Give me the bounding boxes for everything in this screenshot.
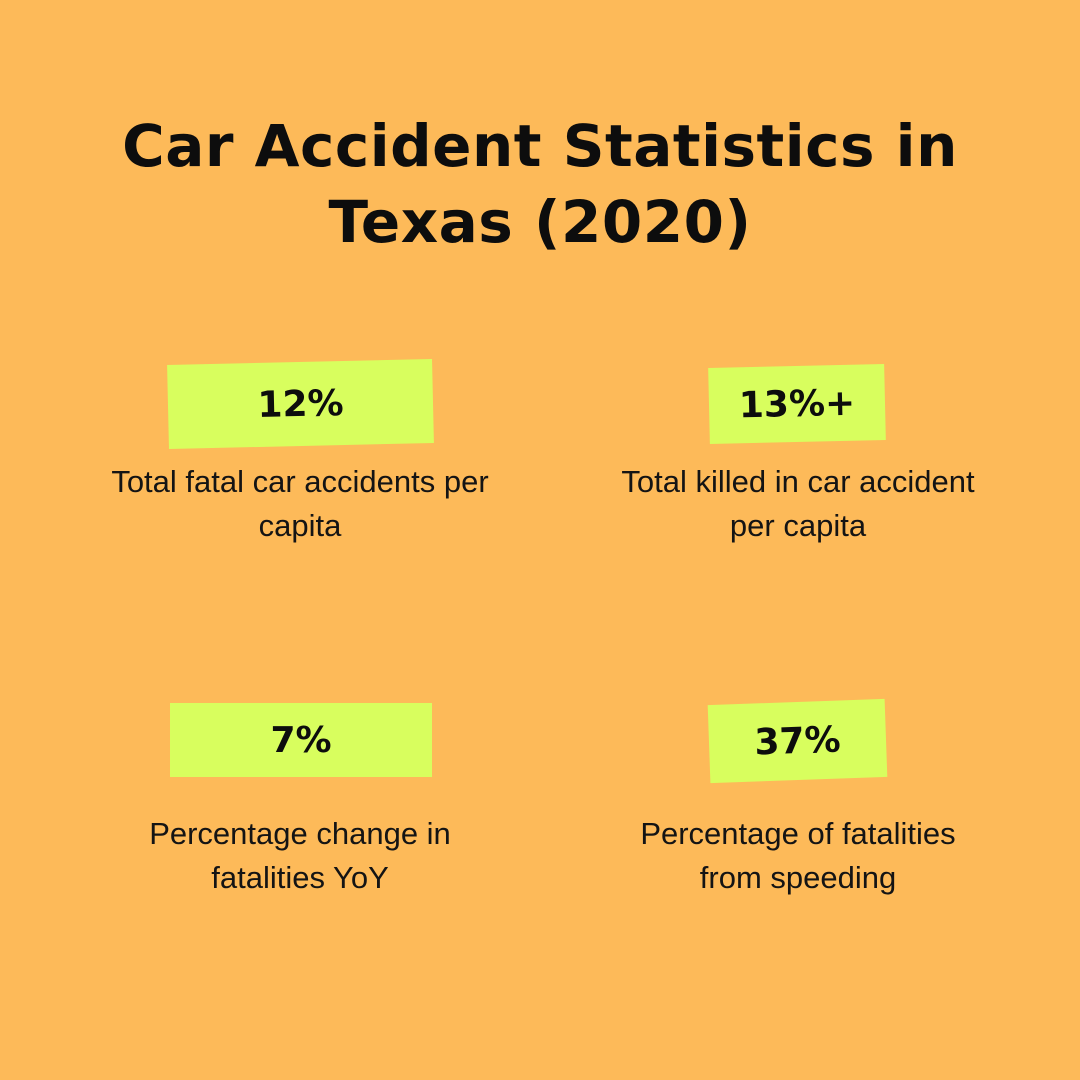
stat-description-line: Percentage change in: [149, 816, 451, 851]
stat-description: Total killed in car accident per capita: [568, 460, 1028, 548]
stat-description-line: Total killed in car accident: [621, 464, 975, 499]
stat-description-line: from speeding: [699, 860, 897, 895]
stat-value-badge: 13%+: [708, 364, 886, 444]
stat-description-line: Percentage of fatalities: [640, 816, 956, 851]
page-title-line-1: Car Accident Statistics in: [122, 112, 958, 180]
stat-description: Total fatal car accidents per capita: [70, 460, 530, 548]
page-title: Car Accident Statistics in Texas (2020): [80, 108, 1000, 260]
stat-value-badge: 37%: [707, 698, 888, 784]
stat-description: Percentage change in fatalities YoY: [70, 812, 530, 900]
stat-description-line: per capita: [729, 508, 867, 543]
page-title-line-2: Texas (2020): [328, 188, 752, 256]
stat-value-badge: 7%: [170, 703, 432, 777]
stat-description-line: fatalities YoY: [211, 860, 389, 895]
stat-value-badge: 12%: [167, 359, 434, 449]
stat-description-line: Total fatal car accidents per: [111, 464, 489, 499]
stat-description: Percentage of fatalities from speeding: [568, 812, 1028, 900]
stat-description-line: capita: [258, 508, 342, 543]
